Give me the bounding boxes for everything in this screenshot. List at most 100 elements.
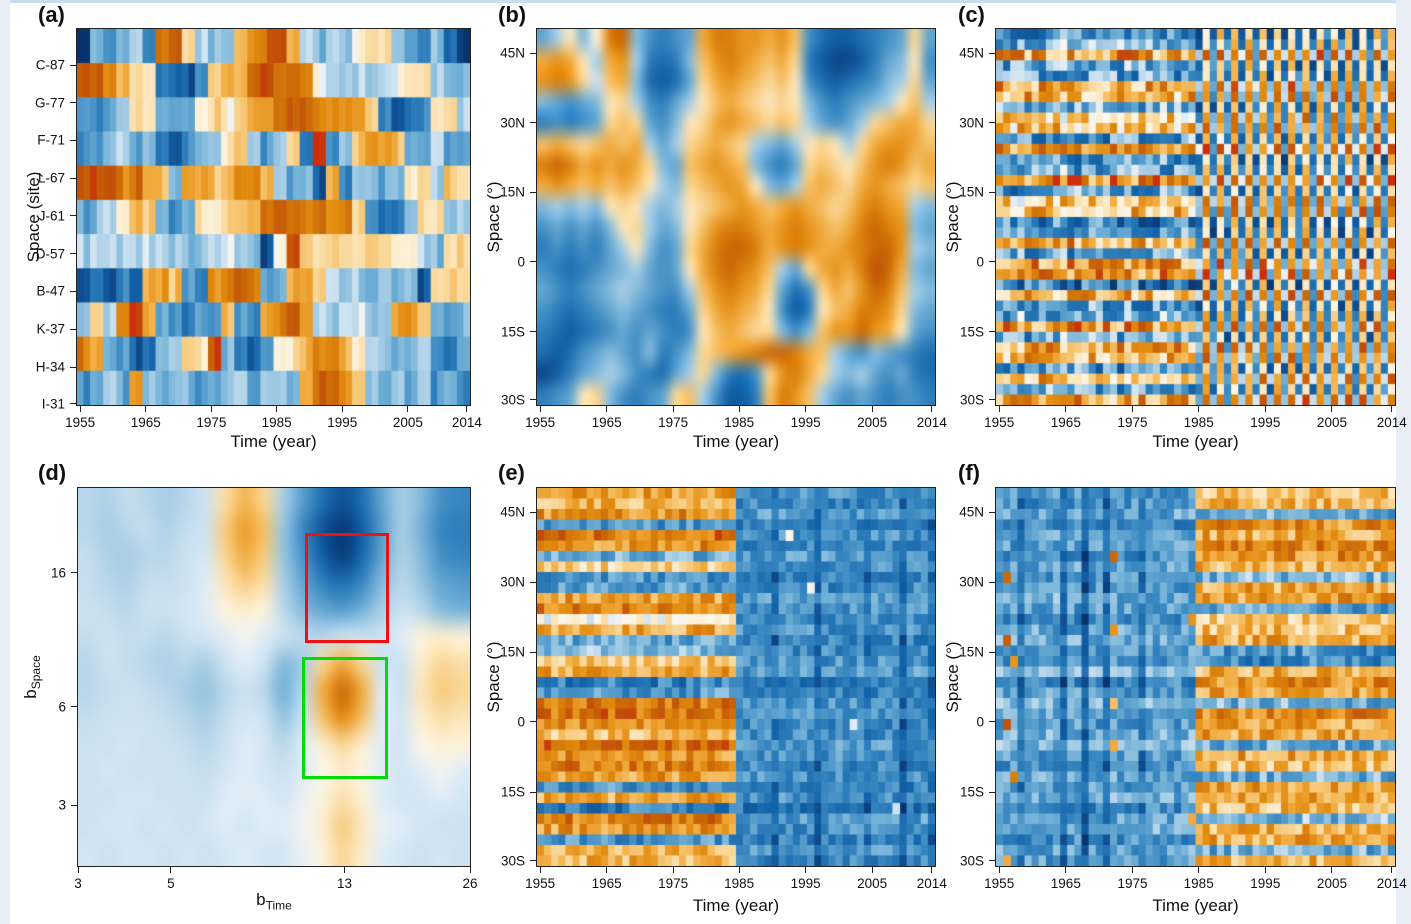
y-tickmark <box>70 366 76 368</box>
y-tick-label: F-71 <box>37 132 65 148</box>
x-tick-label: 1965 <box>591 876 622 891</box>
x-tick-label: 2005 <box>1316 415 1347 430</box>
y-axis-label: Space (°) <box>943 181 962 253</box>
y-tick-label: 30N <box>959 115 984 131</box>
x-tick-label: 2014 <box>1376 876 1407 891</box>
y-tickmark <box>989 651 995 653</box>
x-tick-label: 3 <box>74 876 82 891</box>
y-tickmark <box>71 572 77 574</box>
y-tick-label: B-47 <box>36 283 65 299</box>
y-tickmark <box>989 399 995 401</box>
y-tick-label: 15N <box>959 644 984 660</box>
y-tick-label: 45N <box>500 45 525 61</box>
y-tickmark <box>989 331 995 333</box>
x-tickmark <box>1391 867 1393 873</box>
x-tickmark <box>931 406 933 412</box>
x-tick-label: 2005 <box>392 415 423 430</box>
x-axis-label: Time (year) <box>230 432 317 451</box>
y-axis-label: Space (°) <box>484 181 503 253</box>
y-tick-label: 15S <box>959 324 984 340</box>
x-tickmark <box>407 406 409 412</box>
x-tickmark <box>738 867 740 873</box>
x-tickmark <box>1131 867 1133 873</box>
x-tick-label: 1965 <box>1050 415 1081 430</box>
x-tickmark <box>738 406 740 412</box>
x-tickmark <box>79 406 81 412</box>
x-tick-label: 1975 <box>658 876 689 891</box>
y-tickmark <box>70 64 76 66</box>
y-tickmark <box>530 651 536 653</box>
y-tickmark <box>70 177 76 179</box>
x-tickmark <box>1331 406 1333 412</box>
y-tickmark <box>989 721 995 723</box>
y-tick-label: 6 <box>58 699 66 715</box>
y-tickmark <box>530 399 536 401</box>
y-tickmark <box>530 791 536 793</box>
y-tickmark <box>989 860 995 862</box>
x-tick-label: 2005 <box>1316 876 1347 891</box>
y-tickmark <box>530 860 536 862</box>
page-left-margin <box>0 0 10 924</box>
x-tick-label: 2014 <box>451 415 482 430</box>
x-tick-label: 1975 <box>1117 415 1148 430</box>
x-tick-label: 1965 <box>591 415 622 430</box>
x-tick-label: 2014 <box>916 415 947 430</box>
y-tick-label: 0 <box>517 714 525 730</box>
x-tickmark <box>170 867 172 873</box>
y-tick-label: L-67 <box>37 170 65 186</box>
x-tick-label: 1955 <box>65 415 96 430</box>
x-tickmark <box>466 406 468 412</box>
x-tickmark <box>341 406 343 412</box>
x-tick-label: 1965 <box>1050 876 1081 891</box>
y-tickmark <box>70 215 76 217</box>
x-tick-label: 1985 <box>724 415 755 430</box>
y-tick-label: D-57 <box>35 246 65 262</box>
y-tickmark <box>989 191 995 193</box>
x-tick-label: 1955 <box>525 415 556 430</box>
y-tickmark <box>530 122 536 124</box>
x-tickmark <box>539 867 541 873</box>
x-tick-label: 13 <box>337 876 353 891</box>
y-tickmark <box>530 261 536 263</box>
y-tick-label: G-77 <box>34 95 65 111</box>
page-right-margin <box>1396 0 1411 924</box>
y-tick-label: 45N <box>500 504 525 520</box>
x-tickmark <box>871 406 873 412</box>
y-tickmark <box>989 52 995 54</box>
x-tickmark <box>805 406 807 412</box>
y-tick-label: 45N <box>959 45 984 61</box>
y-tick-label: K-37 <box>36 321 65 337</box>
y-tick-label: 30S <box>500 853 525 869</box>
x-tickmark <box>871 867 873 873</box>
panel-d-letter: (d) <box>38 460 67 485</box>
y-tick-label: 16 <box>50 565 66 581</box>
panel-b-letter: (b) <box>498 2 527 27</box>
y-tickmark <box>530 721 536 723</box>
x-tick-label: 1955 <box>984 415 1015 430</box>
x-tickmark <box>998 406 1000 412</box>
x-tickmark <box>1264 406 1266 412</box>
y-tickmark <box>71 706 77 708</box>
x-axis-label: Time (year) <box>1152 432 1239 451</box>
y-tick-label: 0 <box>517 254 525 270</box>
heatmap-canvas-d <box>77 487 471 867</box>
x-tick-label: 1985 <box>724 876 755 891</box>
x-tick-label: 1985 <box>261 415 292 430</box>
y-axis-label: Space (°) <box>943 641 962 713</box>
x-tick-label: 2005 <box>857 876 888 891</box>
highlight-box-green <box>301 656 389 780</box>
x-tick-label: 1975 <box>1117 876 1148 891</box>
heatmap-canvas-f <box>995 487 1396 867</box>
x-tickmark <box>1264 867 1266 873</box>
x-tick-label: 26 <box>462 876 478 891</box>
x-tickmark <box>145 406 147 412</box>
y-tick-label: H-34 <box>35 359 65 375</box>
heatmap-canvas-b <box>536 28 936 406</box>
x-tickmark <box>606 406 608 412</box>
y-tickmark <box>530 581 536 583</box>
x-tick-label: 1975 <box>658 415 689 430</box>
x-tickmark <box>1391 406 1393 412</box>
y-tickmark <box>989 791 995 793</box>
y-tick-label: 3 <box>58 797 66 813</box>
